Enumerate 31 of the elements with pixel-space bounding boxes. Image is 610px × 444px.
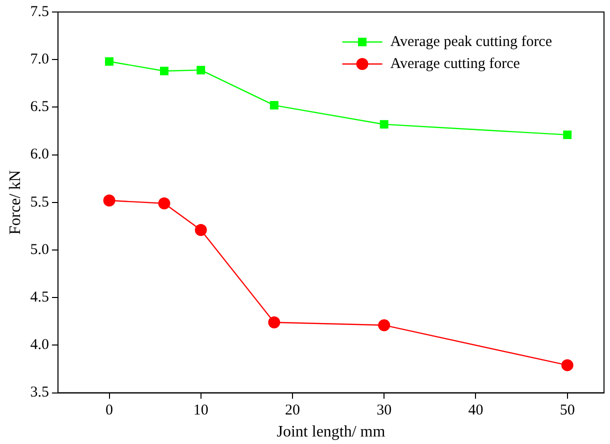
legend-label: Average cutting force: [390, 56, 520, 72]
y-tick-label: 7.5: [30, 4, 49, 20]
y-tick-label: 3.5: [30, 384, 49, 401]
y-tick-label: 7.0: [30, 52, 49, 68]
x-tick-label: 0: [106, 402, 114, 419]
point: [103, 194, 116, 206]
x-tick-label: 50: [560, 402, 575, 419]
y-tick-label: 5.5: [30, 194, 49, 210]
x-axis-title: Joint length/ mm: [276, 424, 386, 441]
point: [380, 120, 388, 129]
point: [158, 197, 170, 210]
point: [563, 130, 572, 140]
point: [270, 101, 278, 110]
point: [194, 224, 207, 236]
point: [268, 316, 280, 328]
y-tick-label: 4.0: [30, 337, 49, 354]
y-tick-label: 6.0: [30, 146, 49, 163]
y-tick-label: 4.5: [30, 290, 49, 306]
point: [160, 66, 168, 76]
x-tick-label: 40: [468, 402, 484, 419]
legend-label: Average peak cutting force: [390, 34, 552, 50]
x-tick-label: 20: [284, 402, 300, 419]
point: [196, 66, 206, 74]
x-tick-label: 10: [193, 402, 208, 419]
point: [378, 319, 390, 332]
point: [561, 359, 574, 372]
y-tick-label: 6.5: [30, 99, 49, 116]
y-tick-label: 5.0: [30, 242, 49, 258]
y-axis-title: Force/ kN: [6, 170, 24, 235]
point: [105, 57, 114, 66]
x-tick-label: 30: [376, 402, 392, 419]
